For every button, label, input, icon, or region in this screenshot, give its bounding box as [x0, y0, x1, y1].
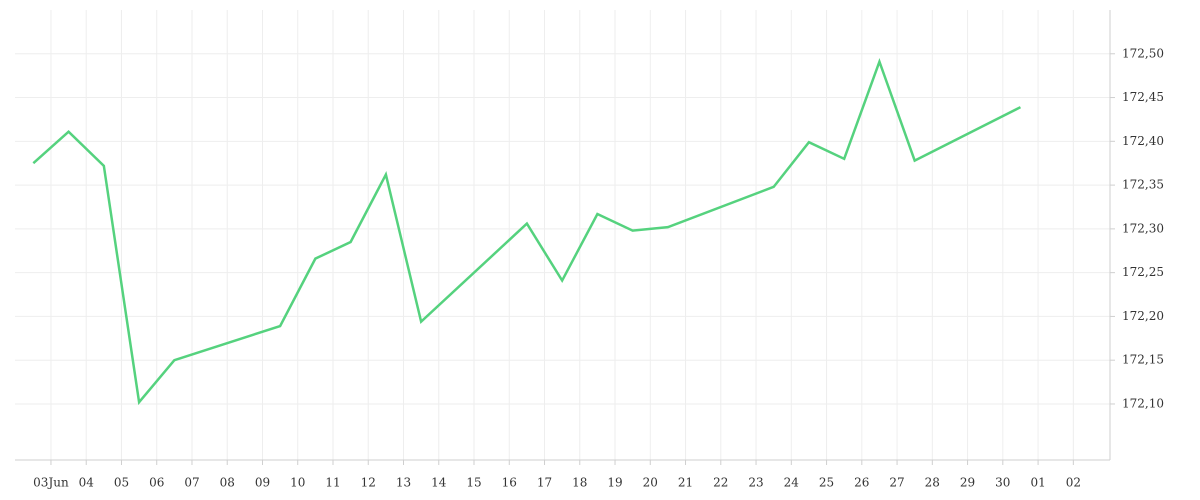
x-tick-label: 27: [889, 476, 904, 490]
x-tick-label: 09: [255, 476, 270, 490]
y-tick-label: 172,25: [1122, 265, 1164, 279]
x-tick-label: 08: [220, 476, 235, 490]
y-tick-label: 172,45: [1122, 90, 1164, 104]
x-tick-label: 02: [1066, 476, 1081, 490]
x-tick-label: 21: [678, 476, 693, 490]
price-line: [32, 57, 1022, 406]
x-tick-label: 18: [572, 476, 587, 490]
x-tick-label: 17: [537, 476, 552, 490]
x-tick-label: 19: [607, 476, 622, 490]
x-tick-label: 07: [184, 476, 199, 490]
x-tick-label: 04: [79, 476, 95, 490]
x-tick-label: 13: [396, 476, 411, 490]
x-tick-label: 22: [713, 476, 728, 490]
x-tick-label: 26: [854, 476, 869, 490]
x-tick-label: 25: [819, 476, 834, 490]
x-tick-label: 24: [784, 476, 800, 490]
y-tick-label: 172,10: [1122, 396, 1164, 410]
x-tick-label: 10: [290, 476, 305, 490]
x-tick-label: 11: [325, 476, 340, 490]
y-tick-label: 172,15: [1122, 353, 1164, 367]
x-tick-label: 03Jun: [33, 476, 69, 490]
y-tick-label: 172,20: [1122, 309, 1164, 323]
x-tick-label: 29: [960, 476, 975, 490]
y-tick-label: 172,40: [1122, 134, 1164, 148]
x-tick-label: 01: [1030, 476, 1045, 490]
x-tick-label: 30: [995, 476, 1010, 490]
x-tick-label: 14: [431, 476, 447, 490]
x-tick-label: 20: [643, 476, 658, 490]
x-tick-label: 05: [114, 476, 129, 490]
x-tick-label: 28: [925, 476, 940, 490]
x-tick-label: 15: [466, 476, 481, 490]
y-tick-label: 172,35: [1122, 178, 1164, 192]
y-tick-label: 172,50: [1122, 46, 1164, 60]
x-tick-label: 23: [748, 476, 763, 490]
x-tick-label: 16: [502, 476, 517, 490]
x-tick-label: 12: [361, 476, 376, 490]
y-tick-label: 172,30: [1122, 221, 1164, 235]
x-tick-label: 06: [149, 476, 164, 490]
